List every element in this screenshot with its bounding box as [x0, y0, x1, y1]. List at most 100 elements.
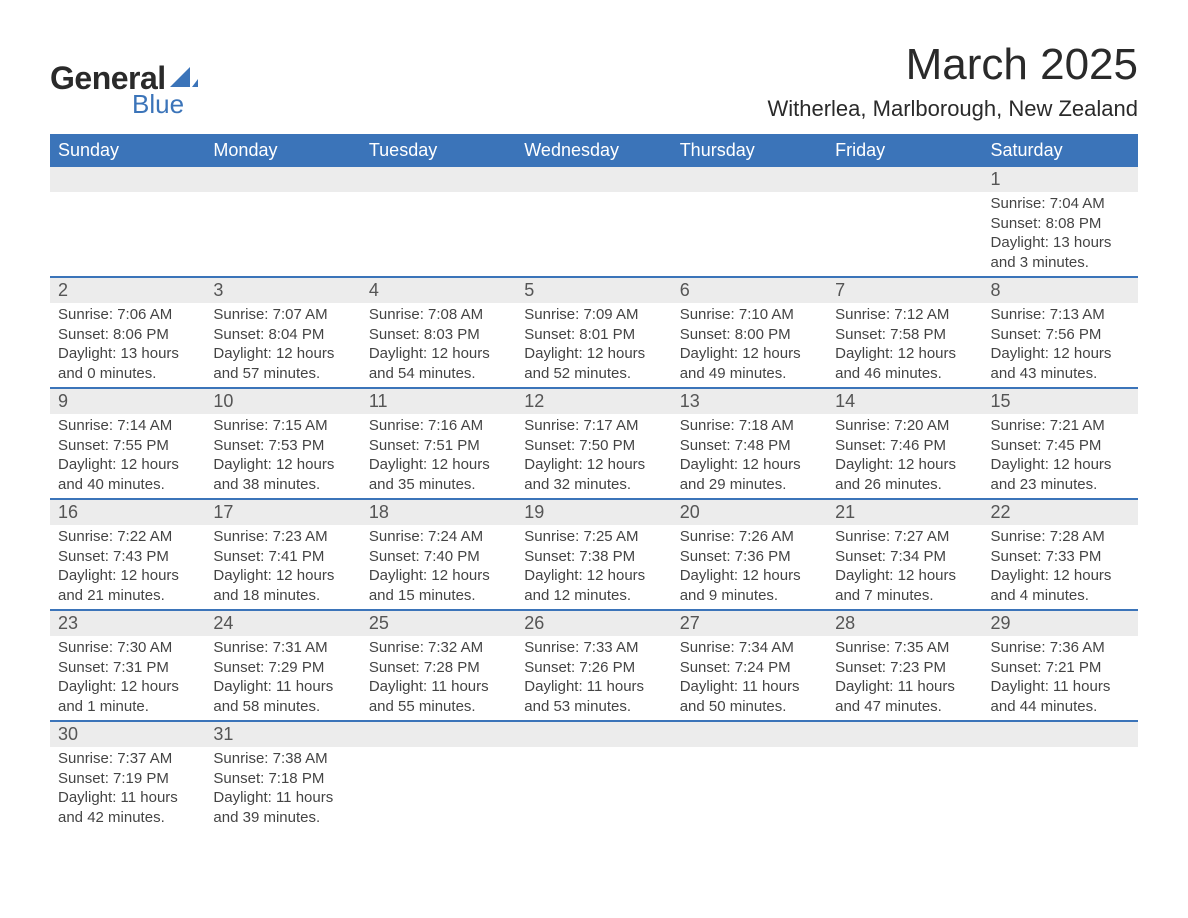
col-monday: Monday	[205, 134, 360, 167]
daylight-text-line2: and 7 minutes.	[835, 586, 974, 606]
day-number-cell: 18	[361, 499, 516, 525]
daylight-text-line2: and 57 minutes.	[213, 364, 352, 384]
day-detail-cell: Sunrise: 7:35 AMSunset: 7:23 PMDaylight:…	[827, 636, 982, 721]
day-detail-cell: Sunrise: 7:12 AMSunset: 7:58 PMDaylight:…	[827, 303, 982, 388]
daylight-text-line1: Daylight: 11 hours	[680, 677, 819, 697]
daylight-text-line2: and 55 minutes.	[369, 697, 508, 717]
daylight-text-line2: and 21 minutes.	[58, 586, 197, 606]
daylight-text-line1: Daylight: 12 hours	[835, 344, 974, 364]
day-detail-cell: Sunrise: 7:15 AMSunset: 7:53 PMDaylight:…	[205, 414, 360, 499]
day-number-cell: 16	[50, 499, 205, 525]
sunrise-text: Sunrise: 7:37 AM	[58, 749, 197, 769]
day-detail-cell: Sunrise: 7:32 AMSunset: 7:28 PMDaylight:…	[361, 636, 516, 721]
day-number-cell	[516, 721, 671, 747]
sunrise-text: Sunrise: 7:27 AM	[835, 527, 974, 547]
daylight-text-line1: Daylight: 12 hours	[524, 344, 663, 364]
daylight-text-line2: and 29 minutes.	[680, 475, 819, 495]
day-detail-cell: Sunrise: 7:20 AMSunset: 7:46 PMDaylight:…	[827, 414, 982, 499]
logo: General Blue	[50, 60, 198, 120]
day-detail-cell: Sunrise: 7:27 AMSunset: 7:34 PMDaylight:…	[827, 525, 982, 610]
day-number-cell: 30	[50, 721, 205, 747]
daylight-text-line1: Daylight: 11 hours	[213, 677, 352, 697]
detail-row: Sunrise: 7:14 AMSunset: 7:55 PMDaylight:…	[50, 414, 1138, 499]
sunset-text: Sunset: 7:53 PM	[213, 436, 352, 456]
sunrise-text: Sunrise: 7:26 AM	[680, 527, 819, 547]
day-detail-cell: Sunrise: 7:28 AMSunset: 7:33 PMDaylight:…	[983, 525, 1138, 610]
daylight-text-line1: Daylight: 11 hours	[524, 677, 663, 697]
daylight-text-line1: Daylight: 12 hours	[680, 566, 819, 586]
title-block: March 2025 Witherlea, Marlborough, New Z…	[767, 40, 1138, 122]
day-detail-cell: Sunrise: 7:17 AMSunset: 7:50 PMDaylight:…	[516, 414, 671, 499]
day-number-cell	[672, 721, 827, 747]
sunset-text: Sunset: 8:04 PM	[213, 325, 352, 345]
sunset-text: Sunset: 8:08 PM	[991, 214, 1130, 234]
daylight-text-line2: and 4 minutes.	[991, 586, 1130, 606]
day-detail-cell: Sunrise: 7:25 AMSunset: 7:38 PMDaylight:…	[516, 525, 671, 610]
daylight-text-line2: and 58 minutes.	[213, 697, 352, 717]
daynum-row: 3031	[50, 721, 1138, 747]
daylight-text-line2: and 38 minutes.	[213, 475, 352, 495]
day-detail-cell	[827, 747, 982, 831]
daynum-row: 16171819202122	[50, 499, 1138, 525]
calendar-body: 1Sunrise: 7:04 AMSunset: 8:08 PMDaylight…	[50, 167, 1138, 831]
sunset-text: Sunset: 7:33 PM	[991, 547, 1130, 567]
day-number-cell	[827, 721, 982, 747]
sunrise-text: Sunrise: 7:36 AM	[991, 638, 1130, 658]
sunset-text: Sunset: 7:23 PM	[835, 658, 974, 678]
day-detail-cell: Sunrise: 7:30 AMSunset: 7:31 PMDaylight:…	[50, 636, 205, 721]
daylight-text-line1: Daylight: 12 hours	[213, 455, 352, 475]
day-detail-cell: Sunrise: 7:24 AMSunset: 7:40 PMDaylight:…	[361, 525, 516, 610]
sunset-text: Sunset: 7:21 PM	[991, 658, 1130, 678]
col-sunday: Sunday	[50, 134, 205, 167]
day-detail-cell: Sunrise: 7:13 AMSunset: 7:56 PMDaylight:…	[983, 303, 1138, 388]
day-detail-cell	[827, 192, 982, 277]
day-detail-cell: Sunrise: 7:22 AMSunset: 7:43 PMDaylight:…	[50, 525, 205, 610]
day-detail-cell: Sunrise: 7:06 AMSunset: 8:06 PMDaylight:…	[50, 303, 205, 388]
day-detail-cell: Sunrise: 7:38 AMSunset: 7:18 PMDaylight:…	[205, 747, 360, 831]
sunset-text: Sunset: 8:00 PM	[680, 325, 819, 345]
day-number-cell: 2	[50, 277, 205, 303]
day-number-cell: 20	[672, 499, 827, 525]
sunset-text: Sunset: 7:58 PM	[835, 325, 974, 345]
daylight-text-line1: Daylight: 12 hours	[680, 344, 819, 364]
detail-row: Sunrise: 7:37 AMSunset: 7:19 PMDaylight:…	[50, 747, 1138, 831]
sunrise-text: Sunrise: 7:04 AM	[991, 194, 1130, 214]
day-number-cell: 24	[205, 610, 360, 636]
day-detail-cell	[516, 747, 671, 831]
daynum-row: 23242526272829	[50, 610, 1138, 636]
day-detail-cell	[983, 747, 1138, 831]
sunset-text: Sunset: 7:48 PM	[680, 436, 819, 456]
day-number-cell: 7	[827, 277, 982, 303]
day-number-cell	[516, 167, 671, 192]
day-number-cell: 28	[827, 610, 982, 636]
sunrise-text: Sunrise: 7:06 AM	[58, 305, 197, 325]
day-detail-cell	[205, 192, 360, 277]
day-detail-cell: Sunrise: 7:09 AMSunset: 8:01 PMDaylight:…	[516, 303, 671, 388]
day-number-cell: 27	[672, 610, 827, 636]
sunset-text: Sunset: 7:45 PM	[991, 436, 1130, 456]
daynum-row: 2345678	[50, 277, 1138, 303]
daylight-text-line2: and 15 minutes.	[369, 586, 508, 606]
day-detail-cell	[361, 192, 516, 277]
day-number-cell: 25	[361, 610, 516, 636]
day-number-cell	[672, 167, 827, 192]
day-detail-cell: Sunrise: 7:04 AMSunset: 8:08 PMDaylight:…	[983, 192, 1138, 277]
day-number-cell	[361, 167, 516, 192]
sunrise-text: Sunrise: 7:34 AM	[680, 638, 819, 658]
day-number-cell: 19	[516, 499, 671, 525]
daylight-text-line1: Daylight: 12 hours	[369, 344, 508, 364]
day-detail-cell: Sunrise: 7:26 AMSunset: 7:36 PMDaylight:…	[672, 525, 827, 610]
sunrise-text: Sunrise: 7:28 AM	[991, 527, 1130, 547]
day-number-cell: 12	[516, 388, 671, 414]
day-number-cell: 11	[361, 388, 516, 414]
daylight-text-line1: Daylight: 12 hours	[369, 455, 508, 475]
daylight-text-line2: and 52 minutes.	[524, 364, 663, 384]
day-detail-cell	[672, 747, 827, 831]
daylight-text-line1: Daylight: 11 hours	[369, 677, 508, 697]
sunrise-text: Sunrise: 7:32 AM	[369, 638, 508, 658]
sunset-text: Sunset: 8:01 PM	[524, 325, 663, 345]
detail-row: Sunrise: 7:04 AMSunset: 8:08 PMDaylight:…	[50, 192, 1138, 277]
daylight-text-line2: and 12 minutes.	[524, 586, 663, 606]
calendar-header-row: Sunday Monday Tuesday Wednesday Thursday…	[50, 134, 1138, 167]
day-detail-cell	[516, 192, 671, 277]
